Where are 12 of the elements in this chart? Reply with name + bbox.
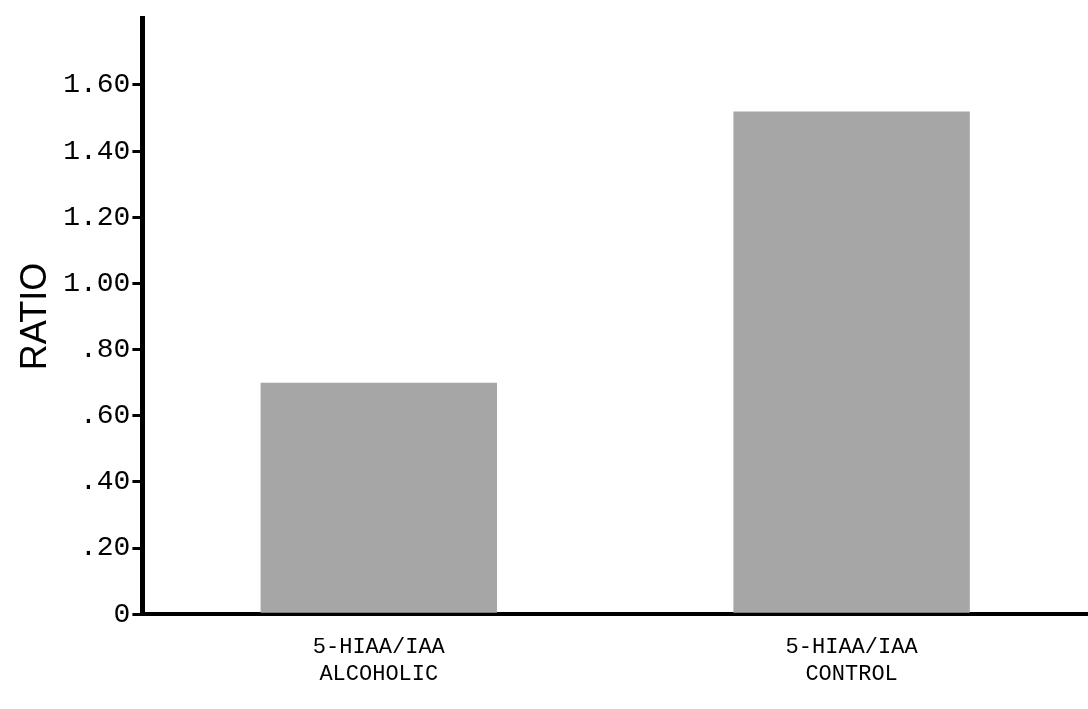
y-tick-label: .20: [79, 532, 131, 564]
y-tick-label: .80: [79, 333, 131, 365]
x-tick-label: 5-HIAA/IAA ALCOHOLIC: [312, 635, 446, 687]
y-tick-label: 1.40: [63, 135, 131, 167]
y-tick-label: 1.20: [63, 201, 131, 233]
y-tick-label: 0: [113, 598, 131, 630]
y-axis-title: RATIO: [12, 262, 54, 371]
y-tick-label: .40: [79, 466, 131, 498]
x-tick-label: 5-HIAA/IAA CONTROL: [785, 635, 919, 687]
y-tick-label: .60: [79, 400, 131, 432]
y-tick-label: 1.60: [63, 69, 131, 101]
y-tick-label: 1.00: [63, 267, 131, 299]
